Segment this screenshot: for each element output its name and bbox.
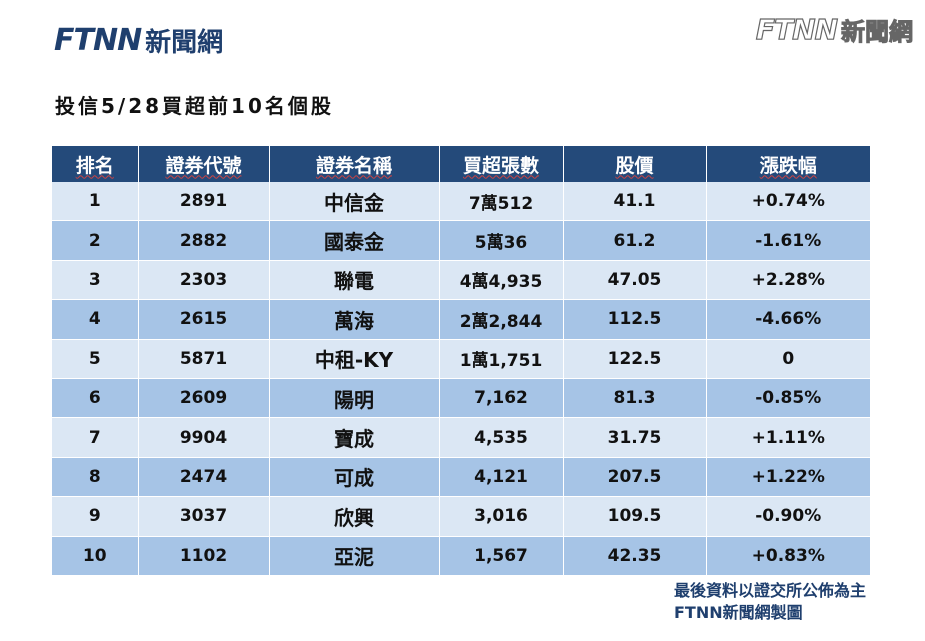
buy-volume-cell: 4萬4,935 (439, 260, 564, 301)
name-cell: 寶成 (269, 417, 440, 458)
buy-volume-cell: 4,535 (439, 417, 564, 458)
code-cell: 2609 (138, 378, 270, 419)
table-row: 1 2891 中信金 7萬512 41.1 +0.74% (52, 182, 870, 222)
price-cell: 31.75 (563, 417, 707, 458)
buy-volume-cell: 7,162 (439, 378, 564, 419)
price-cell: 47.05 (563, 260, 707, 301)
code-cell: 2882 (138, 220, 270, 261)
code-cell: 5871 (138, 339, 270, 379)
column-header-label: 漲跌幅 (759, 154, 817, 177)
buy-volume-cell: 7萬512 (439, 182, 564, 222)
logo-name: 新聞網 (145, 27, 224, 58)
buy-volume-cell: 3,016 (439, 496, 564, 537)
code-cell: 9904 (138, 417, 270, 458)
price-cell: 109.5 (563, 496, 707, 537)
column-header: 排名 (52, 146, 139, 182)
table-row: 4 2615 萬海 2萬2,844 112.5 -4.66% (52, 299, 870, 340)
rank-cell: 3 (52, 260, 139, 301)
name-cell: 中租-KY (269, 339, 440, 379)
change-cell: -4.66% (706, 299, 870, 340)
name-cell: 欣興 (269, 496, 440, 537)
price-cell: 207.5 (563, 457, 707, 498)
code-cell: 2891 (138, 182, 270, 222)
price-cell: 112.5 (563, 299, 707, 340)
code-cell: 2303 (138, 260, 270, 301)
watermark-mark: FTNN (755, 12, 838, 46)
change-cell: +0.74% (706, 182, 870, 222)
name-cell: 萬海 (269, 299, 440, 340)
rank-cell: 7 (52, 417, 139, 458)
buy-volume-cell: 4,121 (439, 457, 564, 498)
column-header-label: 證券名稱 (315, 154, 392, 177)
code-cell: 2474 (138, 457, 270, 498)
column-header: 股價 (563, 146, 707, 182)
table-row: 6 2609 陽明 7,162 81.3 -0.85% (52, 378, 870, 419)
page-title: 投信5/28買超前10名個股 (55, 94, 334, 118)
rank-cell: 8 (52, 457, 139, 498)
column-header-label: 證券代號 (165, 154, 242, 177)
buy-volume-cell: 5萬36 (439, 220, 564, 261)
price-cell: 81.3 (563, 378, 707, 419)
watermark-name: 新聞網 (841, 17, 914, 46)
column-header: 買超張數 (439, 146, 564, 182)
name-cell: 國泰金 (269, 220, 440, 261)
change-cell: -1.61% (706, 220, 870, 261)
rank-cell: 9 (52, 496, 139, 537)
rank-cell: 4 (52, 299, 139, 340)
change-cell: +1.11% (706, 417, 870, 458)
rank-cell: 5 (52, 339, 139, 379)
table-body: 1 2891 中信金 7萬512 41.1 +0.74% 2 2882 國泰金 5萬36 61.2-… (52, 182, 870, 576)
code-cell: 1102 (138, 536, 270, 576)
table-row: 8 2474 可成 4,121 207.5 +1.22% (52, 457, 870, 498)
footer-source: 最後資料以證交所公佈為主 (673, 581, 866, 600)
ftnn-logo-mark: FTNN (54, 22, 142, 58)
buy-volume-cell: 1,567 (439, 536, 564, 576)
buy-volume-cell: 2萬2,844 (439, 299, 564, 340)
change-cell: +2.28% (706, 260, 870, 301)
table-row: 5 5871 中租-KY 1萬1,751 122.5 0 (52, 339, 870, 379)
change-cell: -0.90% (706, 496, 870, 537)
column-header: 證券名稱 (269, 146, 440, 182)
name-cell: 可成 (269, 457, 440, 498)
name-cell: 陽明 (269, 378, 440, 419)
footer-credit: FTNN新聞網製圖 (673, 603, 803, 622)
change-cell: 0 (706, 339, 870, 379)
column-header: 漲跌幅 (706, 146, 870, 182)
change-cell: +0.83% (706, 536, 870, 576)
price-cell: 122.5 (563, 339, 707, 379)
table-row: 7 9904 寶成 4,535 31.75 +1.11% (52, 417, 870, 458)
rank-cell: 10 (52, 536, 139, 576)
name-cell: 中信金 (269, 182, 440, 222)
column-header-label: 買超張數 (462, 154, 539, 177)
rank-cell: 1 (52, 182, 139, 222)
price-cell: 41.1 (563, 182, 707, 222)
change-cell: -0.85% (706, 378, 870, 419)
rank-cell: 2 (52, 220, 139, 261)
ftnn-logo: FTNN 新聞網 (54, 22, 223, 58)
name-cell: 聯電 (269, 260, 440, 301)
price-cell: 61.2 (563, 220, 707, 261)
table-header-row: 排名 證券代號 證券名稱 買超張數 股價 漲跌幅 (52, 146, 870, 182)
logo-mark-text: FTNN (54, 22, 142, 58)
code-cell: 2615 (138, 299, 270, 340)
column-header-label: 股價 (615, 154, 654, 177)
code-cell: 3037 (138, 496, 270, 537)
change-cell: +1.22% (706, 457, 870, 498)
table-row: 10 1102 亞泥 1,567 42.35 +0.83% (52, 536, 870, 576)
rank-cell: 6 (52, 378, 139, 419)
table-row: 2 2882 國泰金 5萬36 61.2 -1.61% (52, 220, 870, 261)
footer-note: 最後資料以證交所公佈為主 FTNN新聞網製圖 (674, 580, 866, 624)
table-row: 3 2303 聯電 4萬4,935 47.05 +2.28% (52, 260, 870, 301)
column-header-label: 排名 (75, 154, 114, 177)
price-cell: 42.35 (563, 536, 707, 576)
name-cell: 亞泥 (269, 536, 440, 576)
watermark-logo: FTNN 新聞網 (755, 12, 914, 46)
column-header: 證券代號 (138, 146, 270, 182)
ranking-table: 排名 證券代號 證券名稱 買超張數 股價 漲跌幅 1 2891 中信金 7萬512 41.1 +0.… (52, 146, 870, 576)
buy-volume-cell: 1萬1,751 (439, 339, 564, 379)
table-row: 9 3037 欣興 3,016 109.5 -0.90% (52, 496, 870, 537)
